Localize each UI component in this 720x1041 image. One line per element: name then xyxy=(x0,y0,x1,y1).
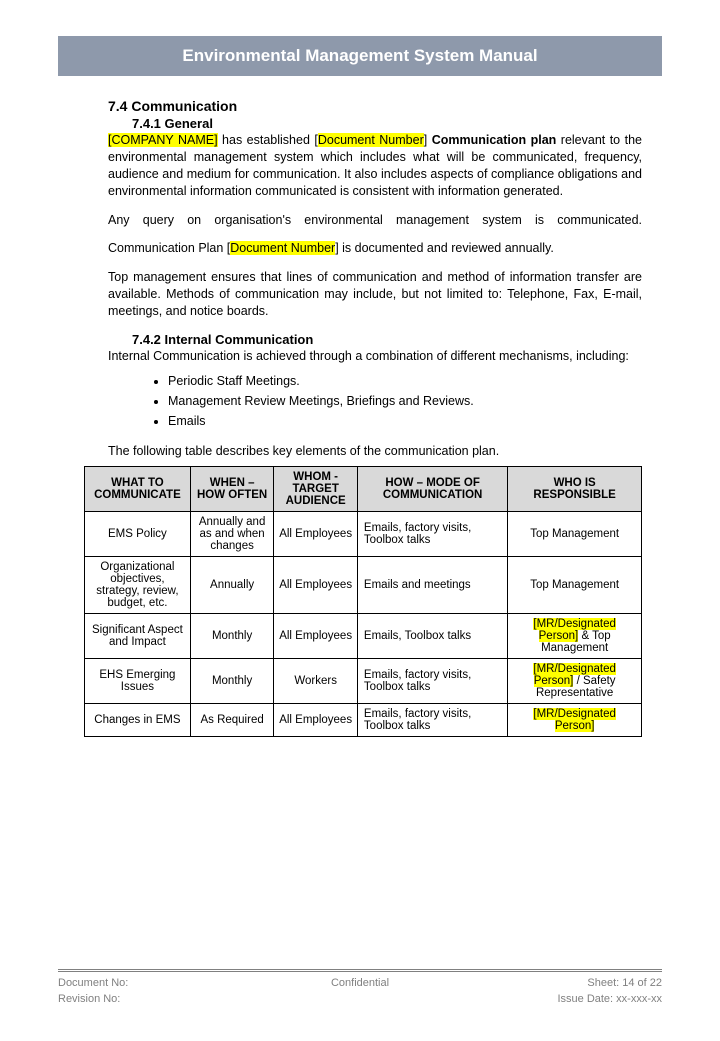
cell-who: Top Management xyxy=(508,511,642,556)
document-title: Environmental Management System Manual xyxy=(182,46,537,65)
cell-how: Emails, factory visits, Toolbox talks xyxy=(357,703,507,736)
subsection-heading-general: 7.4.1 General xyxy=(132,116,642,131)
th-how: HOW – MODE OF COMMUNICATION xyxy=(357,466,507,511)
cell-how: Emails and meetings xyxy=(357,556,507,613)
cell-what: Significant Aspect and Impact xyxy=(85,613,191,658)
th-whom: WHOM - TARGET AUDIENCE xyxy=(274,466,358,511)
footer-rule xyxy=(58,971,662,972)
subsection-heading-internal: 7.4.2 Internal Communication xyxy=(132,332,642,347)
cell-when: Monthly xyxy=(190,613,274,658)
confidential-label: Confidential xyxy=(238,976,482,991)
cell-who: [MR/Designated Person] / Safety Represen… xyxy=(508,658,642,703)
cell-how: Emails, factory visits, Toolbox talks xyxy=(357,658,507,703)
paragraph-1: [COMPANY NAME] has established [Document… xyxy=(108,132,642,200)
table-body: EMS Policy Annually and as and when chan… xyxy=(85,511,642,736)
cell-whom: All Employees xyxy=(274,703,358,736)
content-area: 7.4 Communication 7.4.1 General [COMPANY… xyxy=(58,98,662,460)
cell-when: Annually and as and when changes xyxy=(190,511,274,556)
th-who: WHO IS RESPONSIBLE xyxy=(508,466,642,511)
footer-rule xyxy=(58,969,662,970)
cell-what: Changes in EMS xyxy=(85,703,191,736)
page-footer: Document No: Confidential Sheet: 14 of 2… xyxy=(58,969,662,1007)
cell-when: Annually xyxy=(190,556,274,613)
bullet-item: Emails xyxy=(168,411,642,431)
cell-what: EMS Policy xyxy=(85,511,191,556)
communication-table: WHAT TO COMMUNICATE WHEN – HOW OFTEN WHO… xyxy=(84,466,642,737)
paragraph-2: Any query on organisation's environmenta… xyxy=(108,212,642,229)
bullet-item: Management Review Meetings, Briefings an… xyxy=(168,391,642,411)
document-title-bar: Environmental Management System Manual xyxy=(58,36,662,76)
p1-bold: Communication plan xyxy=(432,133,557,147)
sheet-number: Sheet: 14 of 22 xyxy=(482,976,662,991)
table-row: Changes in EMS As Required All Employees… xyxy=(85,703,642,736)
cell-what: Organizational objectives, strategy, rev… xyxy=(85,556,191,613)
table-row: EHS Emerging Issues Monthly Workers Emai… xyxy=(85,658,642,703)
rev-no-label: Revision No: xyxy=(58,992,238,1007)
document-number-placeholder-1: Document Number xyxy=(318,133,424,147)
bullet-list: Periodic Staff Meetings. Management Revi… xyxy=(168,371,642,431)
table-header-row: WHAT TO COMMUNICATE WHEN – HOW OFTEN WHO… xyxy=(85,466,642,511)
footer-row-2: Revision No: Issue Date: xx-xxx-xx xyxy=(58,992,662,1007)
cell-when: Monthly xyxy=(190,658,274,703)
paragraph-4: Top management ensures that lines of com… xyxy=(108,269,642,320)
paragraph-6: The following table describes key elemen… xyxy=(108,443,642,460)
cell-who: [MR/Designated Person] & Top Management xyxy=(508,613,642,658)
th-when: WHEN – HOW OFTEN xyxy=(190,466,274,511)
cell-how: Emails, factory visits, Toolbox talks xyxy=(357,511,507,556)
cell-what: EHS Emerging Issues xyxy=(85,658,191,703)
cell-whom: Workers xyxy=(274,658,358,703)
paragraph-5: Internal Communication is achieved throu… xyxy=(108,348,642,365)
section-heading: 7.4 Communication xyxy=(108,98,642,114)
th-what: WHAT TO COMMUNICATE xyxy=(85,466,191,511)
page: Environmental Management System Manual 7… xyxy=(0,0,720,737)
cell-whom: All Employees xyxy=(274,511,358,556)
issue-date: Issue Date: xx-xxx-xx xyxy=(482,992,662,1007)
cell-whom: All Employees xyxy=(274,613,358,658)
table-row: EMS Policy Annually and as and when chan… xyxy=(85,511,642,556)
cell-when: As Required xyxy=(190,703,274,736)
paragraph-3: Communication Plan [Document Number] is … xyxy=(108,240,642,257)
p1-text-d: ] xyxy=(424,133,432,147)
mr-designated-placeholder: [MR/Designated Person] xyxy=(533,708,615,732)
doc-no-label: Document No: xyxy=(58,976,238,991)
footer-spacer xyxy=(238,992,482,1007)
document-number-placeholder-2: Document Number xyxy=(230,241,335,255)
cell-who: Top Management xyxy=(508,556,642,613)
table-row: Significant Aspect and Impact Monthly Al… xyxy=(85,613,642,658)
p3-text-a: Communication Plan [ xyxy=(108,241,230,255)
cell-who: [MR/Designated Person] xyxy=(508,703,642,736)
table-row: Organizational objectives, strategy, rev… xyxy=(85,556,642,613)
footer-row-1: Document No: Confidential Sheet: 14 of 2… xyxy=(58,976,662,991)
p3-text-c: ] is documented and reviewed annually. xyxy=(335,241,554,255)
company-name-placeholder: [COMPANY NAME] xyxy=(108,133,218,147)
bullet-item: Periodic Staff Meetings. xyxy=(168,371,642,391)
cell-whom: All Employees xyxy=(274,556,358,613)
p1-text-b: has established [ xyxy=(218,133,318,147)
cell-how: Emails, Toolbox talks xyxy=(357,613,507,658)
